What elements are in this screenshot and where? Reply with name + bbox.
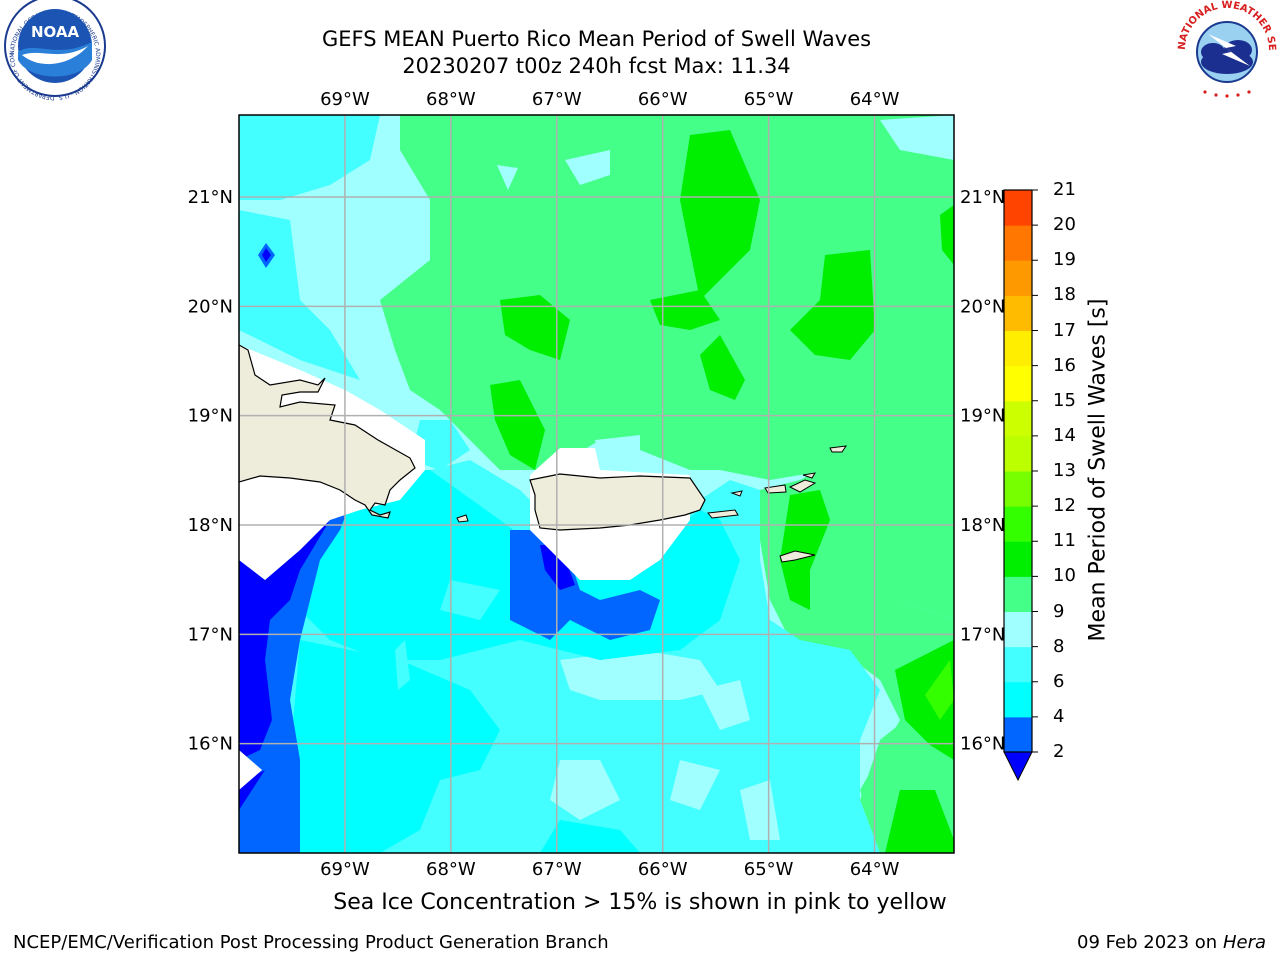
colorbar-tick-label: 19 bbox=[1053, 249, 1076, 271]
map-frame bbox=[238, 114, 955, 854]
colorbar-segment bbox=[1004, 541, 1032, 577]
colorbar-segment bbox=[1004, 365, 1032, 402]
colorbar-tick-label: 4 bbox=[1053, 705, 1065, 727]
colorbar-tick-label: 15 bbox=[1053, 389, 1076, 411]
noaa-logo-icon: NATIONAL OCEANIC AND ATMOSPHERIC ADMINIS… bbox=[0, 0, 106, 101]
lon-label-bottom: 64°W bbox=[850, 859, 900, 880]
lon-label-bottom: 66°W bbox=[638, 859, 688, 880]
colorbar-segment bbox=[1004, 330, 1032, 367]
lon-label-top: 65°W bbox=[744, 89, 794, 110]
colorbar-title: Mean Period of Swell Waves [s] bbox=[1085, 298, 1111, 642]
lon-label-top: 66°W bbox=[638, 89, 688, 110]
colorbar-segment bbox=[1004, 295, 1032, 331]
chart-subtitle: 20230207 t00z 240h fcst Max: 11.34 bbox=[402, 54, 791, 78]
sea-ice-caption: Sea Ice Concentration > 15% is shown in … bbox=[333, 890, 947, 915]
hispaniola-land bbox=[239, 344, 416, 519]
colorbar-segment bbox=[1004, 576, 1032, 612]
colorbar-tick-label: 10 bbox=[1053, 565, 1076, 587]
colorbar-segment bbox=[1004, 260, 1032, 296]
colorbar-segment bbox=[1004, 506, 1032, 542]
colorbar-segment bbox=[1004, 646, 1032, 683]
nws-logo-icon: NATIONAL WEATHER SERVICE bbox=[0, 0, 1277, 98]
lat-label-left: 17°N bbox=[188, 624, 233, 645]
lat-label-left: 19°N bbox=[188, 406, 233, 427]
lon-label-bottom: 65°W bbox=[744, 859, 794, 880]
colorbar-segment bbox=[1004, 611, 1032, 648]
colorbar-tick-label: 12 bbox=[1053, 495, 1076, 517]
colorbar-segment bbox=[1004, 190, 1032, 226]
colorbar-tick-label: 17 bbox=[1053, 319, 1076, 341]
colorbar-segment bbox=[1004, 716, 1032, 753]
lat-label-right: 20°N bbox=[960, 296, 1005, 317]
lon-label-bottom: 69°W bbox=[320, 859, 370, 880]
lat-label-right: 21°N bbox=[960, 187, 1005, 208]
colorbar-tick-label: 14 bbox=[1053, 424, 1076, 446]
lat-label-left: 16°N bbox=[188, 734, 233, 755]
lon-label-top: 67°W bbox=[532, 89, 582, 110]
colorbar-segment bbox=[1004, 435, 1032, 472]
footer-date: 09 Feb 2023 on Hera bbox=[1077, 932, 1266, 953]
graticule bbox=[239, 115, 954, 853]
colorbar-tick-label: 13 bbox=[1053, 460, 1076, 481]
footer-host: Hera bbox=[1222, 932, 1266, 953]
colorbar-tick-label: 8 bbox=[1053, 635, 1065, 657]
swell-period-field bbox=[239, 115, 954, 853]
colorbar-tick-label: 11 bbox=[1053, 530, 1076, 552]
colorbar-tick-label: 9 bbox=[1053, 600, 1065, 622]
colorbar bbox=[1003, 189, 1038, 782]
footer-branch: NCEP/EMC/Verification Post Processing Pr… bbox=[13, 932, 609, 953]
lat-label-right: 16°N bbox=[960, 734, 1005, 755]
lon-label-bottom: 68°W bbox=[426, 859, 476, 880]
lat-label-right: 19°N bbox=[960, 406, 1005, 427]
colorbar-segment bbox=[1004, 681, 1032, 718]
colorbar-tick-label: 2 bbox=[1053, 741, 1065, 762]
colorbar-tick-label: 21 bbox=[1053, 179, 1076, 200]
lat-label-right: 18°N bbox=[960, 515, 1005, 536]
colorbar-segment bbox=[1004, 225, 1032, 261]
colorbar-extend-arrow bbox=[1003, 751, 1033, 782]
lat-label-right: 17°N bbox=[960, 624, 1005, 645]
colorbar-segment bbox=[1004, 471, 1032, 507]
lon-label-top: 68°W bbox=[426, 89, 476, 110]
lon-label-top: 69°W bbox=[320, 89, 370, 110]
noaa-logo-text: NOAA bbox=[31, 23, 80, 41]
lon-label-top: 64°W bbox=[850, 89, 900, 110]
puerto-rico-land bbox=[529, 473, 706, 531]
footer-date-text: 09 Feb 2023 on bbox=[1077, 932, 1218, 953]
lat-label-left: 21°N bbox=[188, 187, 233, 208]
chart-title: GEFS MEAN Puerto Rico Mean Period of Swe… bbox=[321, 27, 872, 51]
colorbar-tick-label: 20 bbox=[1053, 214, 1076, 236]
colorbar-tick-label: 18 bbox=[1053, 284, 1076, 306]
colorbar-segment bbox=[1004, 400, 1032, 437]
lat-label-left: 18°N bbox=[188, 515, 233, 536]
colorbar-tick-label: 16 bbox=[1053, 354, 1076, 376]
nws-ring-text: NATIONAL WEATHER SERVICE bbox=[0, 0, 1277, 51]
lon-label-bottom: 67°W bbox=[532, 859, 582, 880]
svg-text:NATIONAL WEATHER SERVICE: NATIONAL WEATHER SERVICE bbox=[0, 0, 1277, 51]
lat-label-left: 20°N bbox=[188, 296, 233, 317]
colorbar-tick-label: 6 bbox=[1053, 670, 1065, 692]
